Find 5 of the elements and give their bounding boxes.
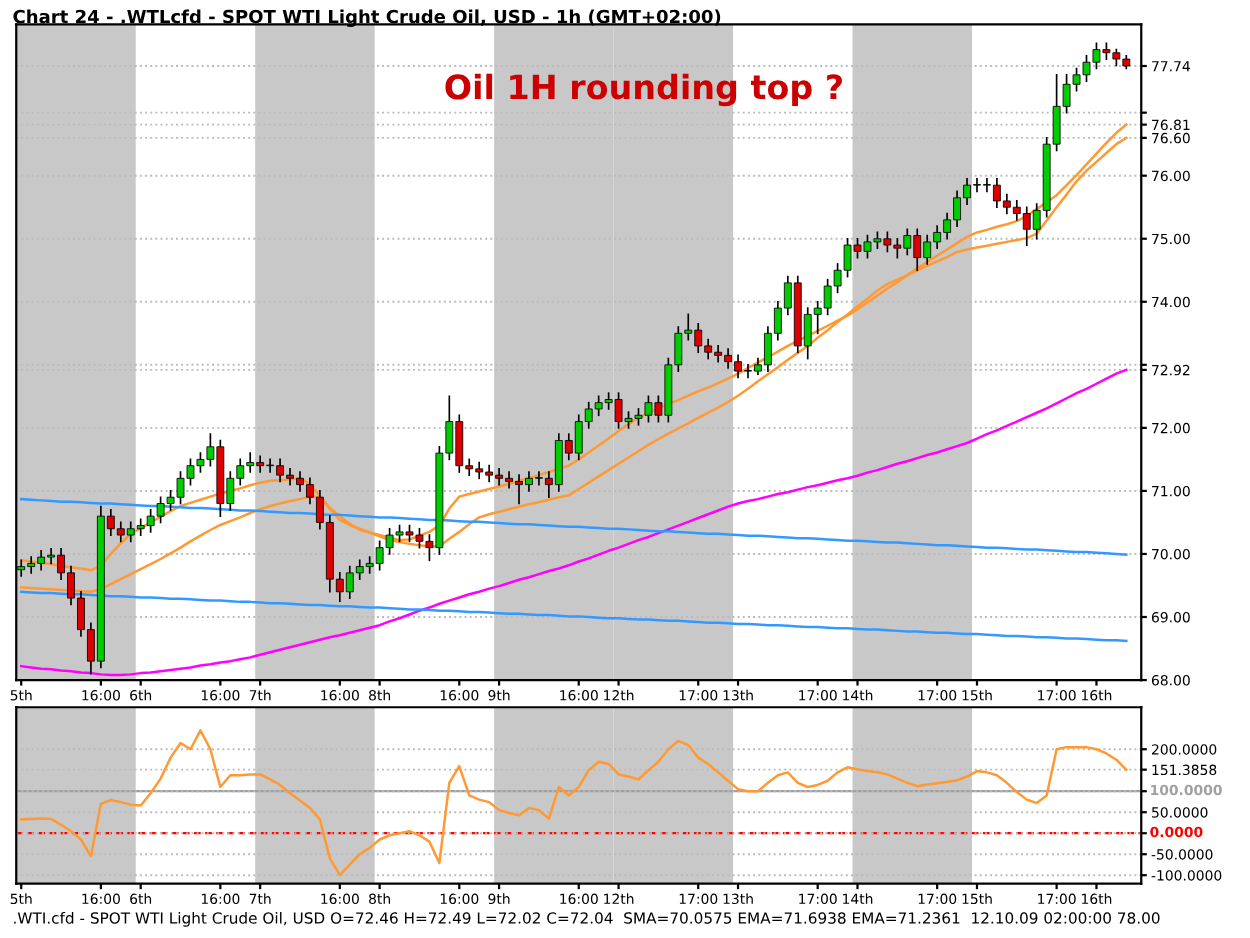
chart-title: Chart 24 - .WTLcfd - SPOT WTI Light Crude Oil, USD - 1h (GMT+02:00) [13, 9, 721, 27]
line-series [19, 368, 1128, 677]
annotation: Oil 1H rounding top ? [445, 73, 842, 107]
line-series [19, 729, 1128, 877]
line-series [19, 497, 1128, 556]
